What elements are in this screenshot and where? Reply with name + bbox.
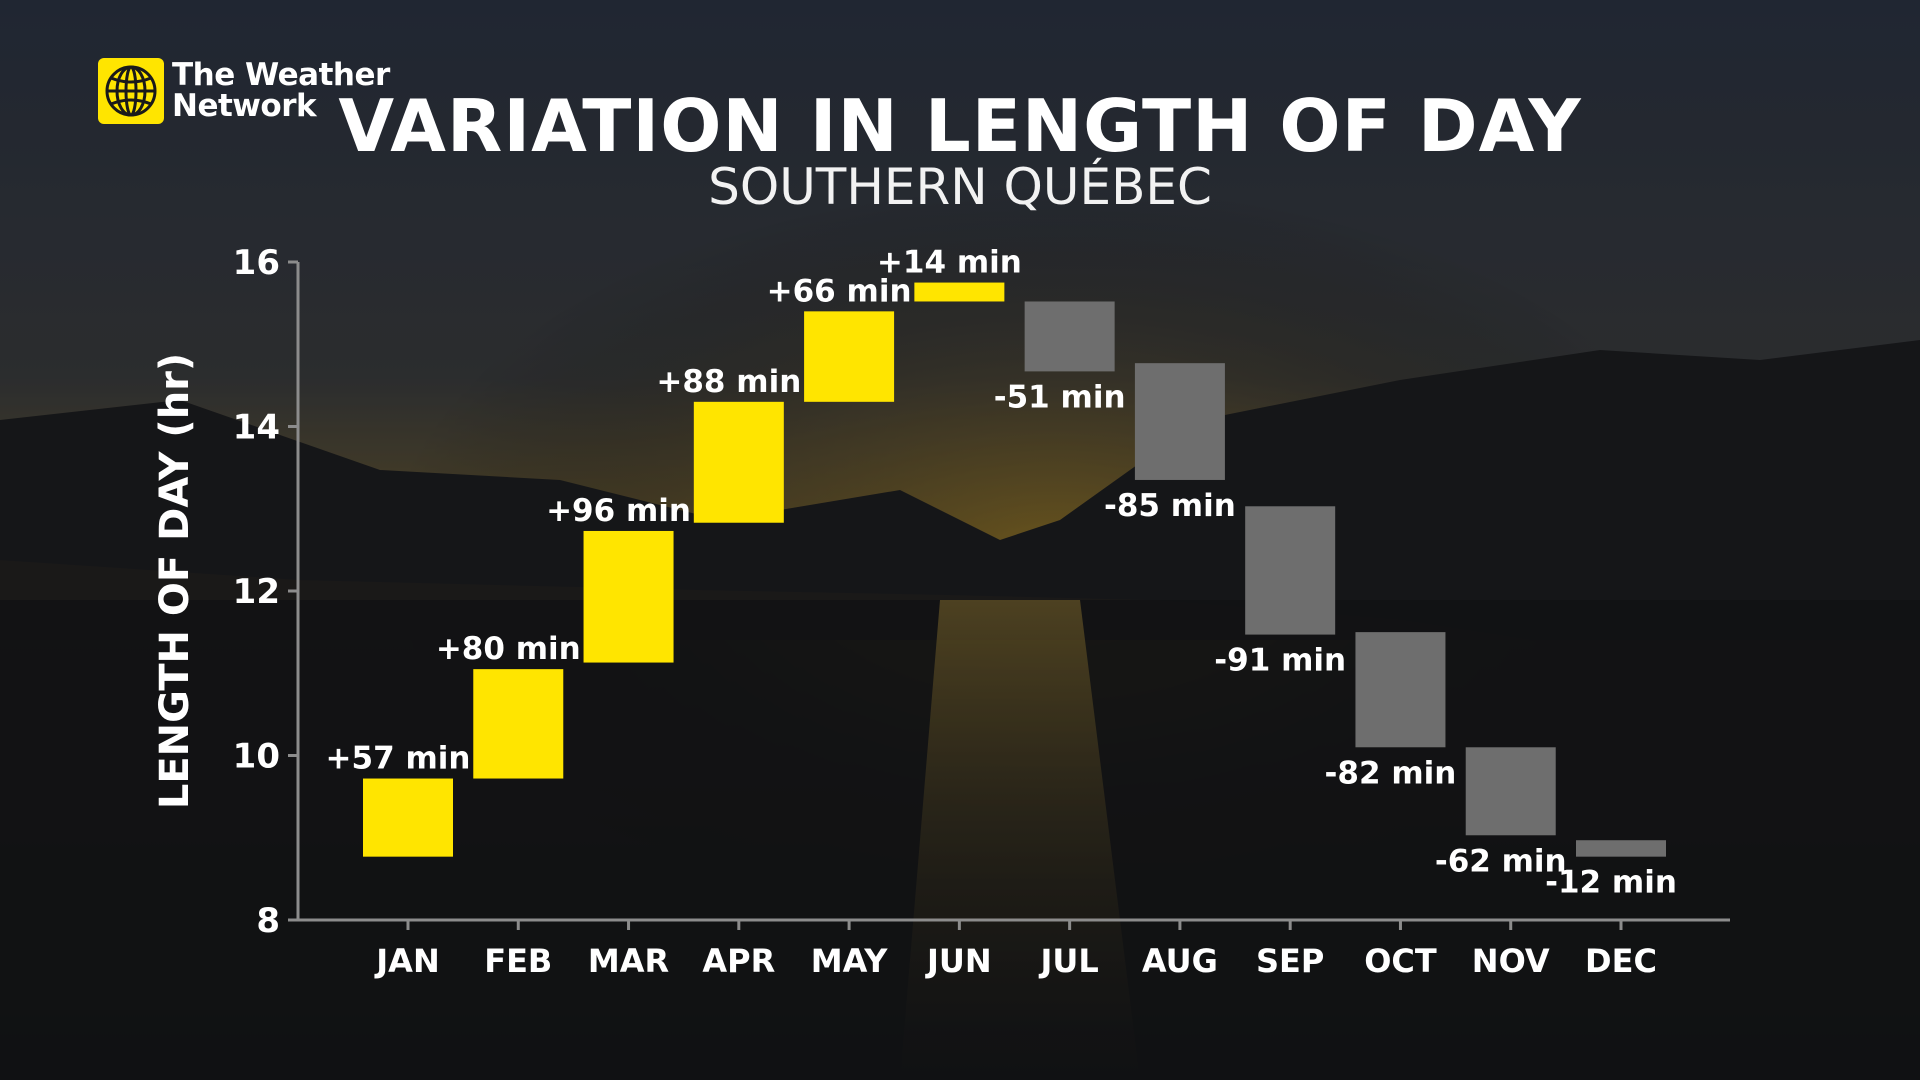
y-axis-label: LENGTH OF DAY (hr)	[152, 353, 198, 809]
y-tick-label: 12	[233, 572, 280, 612]
data-label-may: +66 min	[767, 273, 912, 309]
x-tick-label: JAN	[374, 942, 439, 980]
logo-line-1: The Weather	[172, 57, 390, 93]
x-tick-label: DEC	[1585, 942, 1657, 980]
bar-nov	[1465, 747, 1556, 836]
x-tick-label: JUN	[925, 942, 992, 980]
bar-may	[804, 311, 895, 402]
x-tick-label: SEP	[1256, 942, 1324, 980]
x-tick-label: MAR	[588, 942, 669, 980]
the-weather-network-logo: The Weather Network	[98, 56, 390, 126]
data-label-mar: +96 min	[546, 493, 691, 529]
bar-aug	[1134, 363, 1225, 480]
data-label-sep: -91 min	[1214, 643, 1346, 679]
y-tick-label: 10	[233, 737, 280, 777]
bar-sep	[1245, 506, 1336, 635]
y-tick-label: 8	[256, 901, 280, 941]
x-tick-label: AUG	[1142, 942, 1218, 980]
chart-subtitle: SOUTHERN QUÉBEC	[708, 158, 1212, 216]
x-tick-label: MAY	[811, 942, 889, 980]
x-tick-label: APR	[702, 942, 775, 980]
data-label-jun: +14 min	[877, 245, 1022, 281]
data-label-jan: +57 min	[326, 741, 471, 777]
bar-apr	[693, 401, 784, 523]
x-tick-label: JUL	[1038, 942, 1098, 980]
bar-dec	[1576, 840, 1666, 857]
y-tick-label: 14	[233, 408, 280, 448]
bar-oct	[1355, 632, 1446, 748]
bar-jul	[1024, 301, 1115, 372]
data-label-jul: -51 min	[994, 379, 1126, 415]
data-label-nov: -62 min	[1435, 843, 1567, 879]
data-label-feb: +80 min	[436, 631, 581, 667]
data-label-aug: -85 min	[1104, 488, 1236, 524]
data-label-apr: +88 min	[656, 364, 801, 400]
bar-jun	[914, 282, 1005, 302]
bar-mar	[583, 530, 674, 663]
bar-jan	[363, 778, 453, 857]
logo-line-2: Network	[172, 88, 317, 124]
y-tick-label: 16	[233, 243, 280, 283]
x-tick-label: NOV	[1472, 942, 1550, 980]
x-tick-label: FEB	[484, 942, 552, 980]
x-tick-label: OCT	[1364, 942, 1437, 980]
globe-icon	[98, 58, 164, 124]
logo-wordmark: The Weather Network	[172, 60, 390, 122]
bar-feb	[473, 669, 564, 779]
data-label-oct: -82 min	[1325, 755, 1457, 791]
data-label-dec: -12 min	[1545, 865, 1677, 901]
chart-title: VARIATION IN LENGTH OF DAY	[338, 84, 1582, 168]
